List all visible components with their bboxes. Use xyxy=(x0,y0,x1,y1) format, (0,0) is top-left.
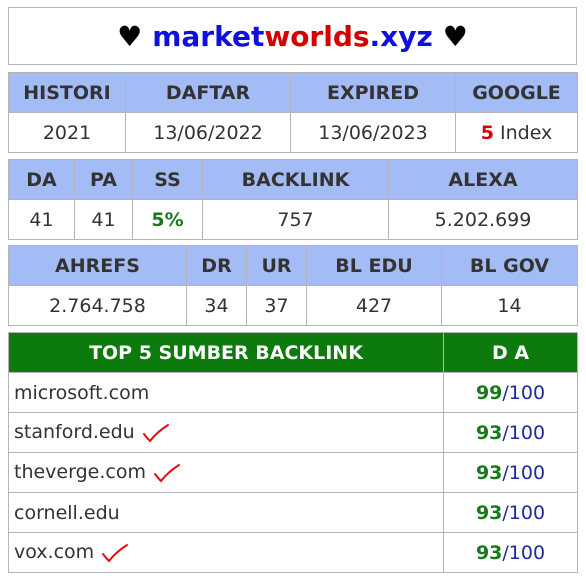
backlink-source-cell: vox.com xyxy=(8,532,444,573)
backlink-source-cell: theverge.com xyxy=(8,452,444,493)
domain-part-market: market xyxy=(152,19,265,53)
header-da-score: D A xyxy=(443,332,578,373)
check-mark-icon xyxy=(102,543,129,563)
table-row: stanford.edu 93/100 xyxy=(8,412,578,453)
value-ss: 5% xyxy=(132,199,203,240)
value-dr: 34 xyxy=(186,285,247,326)
value-pa: 41 xyxy=(74,199,133,240)
value-google: 5 Index xyxy=(455,112,578,153)
da-score-max: /100 xyxy=(502,541,546,564)
header-backlink: BACKLINK xyxy=(202,159,389,200)
backlink-da-cell: 99/100 xyxy=(443,372,578,413)
header-ss: SS xyxy=(132,159,203,200)
da-score-value: 99 xyxy=(475,381,503,404)
header-google: GOOGLE xyxy=(455,72,578,113)
header-histori: HISTORI xyxy=(8,72,126,113)
google-index-count: 5 xyxy=(480,121,494,144)
domain-part-tld: .xyz xyxy=(369,19,433,53)
value-histori: 2021 xyxy=(8,112,126,153)
domain-history-table: HISTORI DAFTAR EXPIRED GOOGLE 2021 13/06… xyxy=(8,72,578,153)
header-ur: UR xyxy=(246,245,307,286)
value-daftar: 13/06/2022 xyxy=(125,112,291,153)
table-row: cornell.edu 93/100 xyxy=(8,492,578,533)
table-row: theverge.com 93/100 xyxy=(8,452,578,493)
backlink-da-cell: 93/100 xyxy=(443,492,578,533)
value-alexa: 5.202.699 xyxy=(388,199,578,240)
google-index-label: Index xyxy=(499,121,553,144)
backlink-source-cell: microsoft.com xyxy=(8,372,444,413)
da-score-max: /100 xyxy=(502,421,546,444)
value-ur: 37 xyxy=(246,285,307,326)
value-da: 41 xyxy=(8,199,75,240)
table-row: microsoft.com 99/100 xyxy=(8,372,578,413)
backlink-source-site[interactable]: theverge.com xyxy=(14,461,146,484)
heart-left-icon: ♥ xyxy=(117,19,143,53)
backlink-da-cell: 93/100 xyxy=(443,532,578,573)
authority-table: DA PA SS BACKLINK ALEXA 41 41 5% 757 5.2… xyxy=(8,159,578,240)
backlink-source-site[interactable]: microsoft.com xyxy=(14,381,150,404)
ahrefs-table: AHREFS DR UR BL EDU BL GOV 2.764.758 34 … xyxy=(8,245,578,326)
site-title: ♥ market worlds .xyz ♥ xyxy=(8,7,577,65)
header-pa: PA xyxy=(74,159,133,200)
domain-part-worlds: worlds xyxy=(264,19,370,53)
header-ahrefs: AHREFS xyxy=(8,245,187,286)
heart-right-icon: ♥ xyxy=(442,19,468,53)
da-score-max: /100 xyxy=(502,381,546,404)
da-score-max: /100 xyxy=(502,461,546,484)
da-score-value: 93 xyxy=(475,461,503,484)
header-expired: EXPIRED xyxy=(290,72,456,113)
header-da: DA xyxy=(8,159,75,200)
backlink-da-cell: 93/100 xyxy=(443,452,578,493)
header-daftar: DAFTAR xyxy=(125,72,291,113)
value-bl-edu: 427 xyxy=(306,285,442,326)
header-dr: DR xyxy=(186,245,247,286)
value-expired: 13/06/2023 xyxy=(290,112,456,153)
value-ahrefs: 2.764.758 xyxy=(8,285,187,326)
backlink-source-site[interactable]: vox.com xyxy=(14,541,95,564)
check-mark-icon xyxy=(153,463,180,483)
header-bl-gov: BL GOV xyxy=(441,245,578,286)
da-score-max: /100 xyxy=(502,501,546,524)
header-alexa: ALEXA xyxy=(388,159,578,200)
da-score-value: 93 xyxy=(475,421,503,444)
header-bl-edu: BL EDU xyxy=(306,245,442,286)
value-bl-gov: 14 xyxy=(441,285,578,326)
da-score-value: 93 xyxy=(475,541,503,564)
value-backlink: 757 xyxy=(202,199,389,240)
backlink-source-cell: cornell.edu xyxy=(8,492,444,533)
header-top-sources: TOP 5 SUMBER BACKLINK xyxy=(8,332,444,373)
da-score-value: 93 xyxy=(475,501,503,524)
check-mark-icon xyxy=(142,423,169,443)
table-row: vox.com 93/100 xyxy=(8,532,578,573)
backlink-source-cell: stanford.edu xyxy=(8,412,444,453)
backlink-source-site[interactable]: cornell.edu xyxy=(14,501,120,524)
top-backlink-table: TOP 5 SUMBER BACKLINK D A microsoft.com 9… xyxy=(8,332,578,573)
backlink-da-cell: 93/100 xyxy=(443,412,578,453)
backlink-source-site[interactable]: stanford.edu xyxy=(14,421,135,444)
